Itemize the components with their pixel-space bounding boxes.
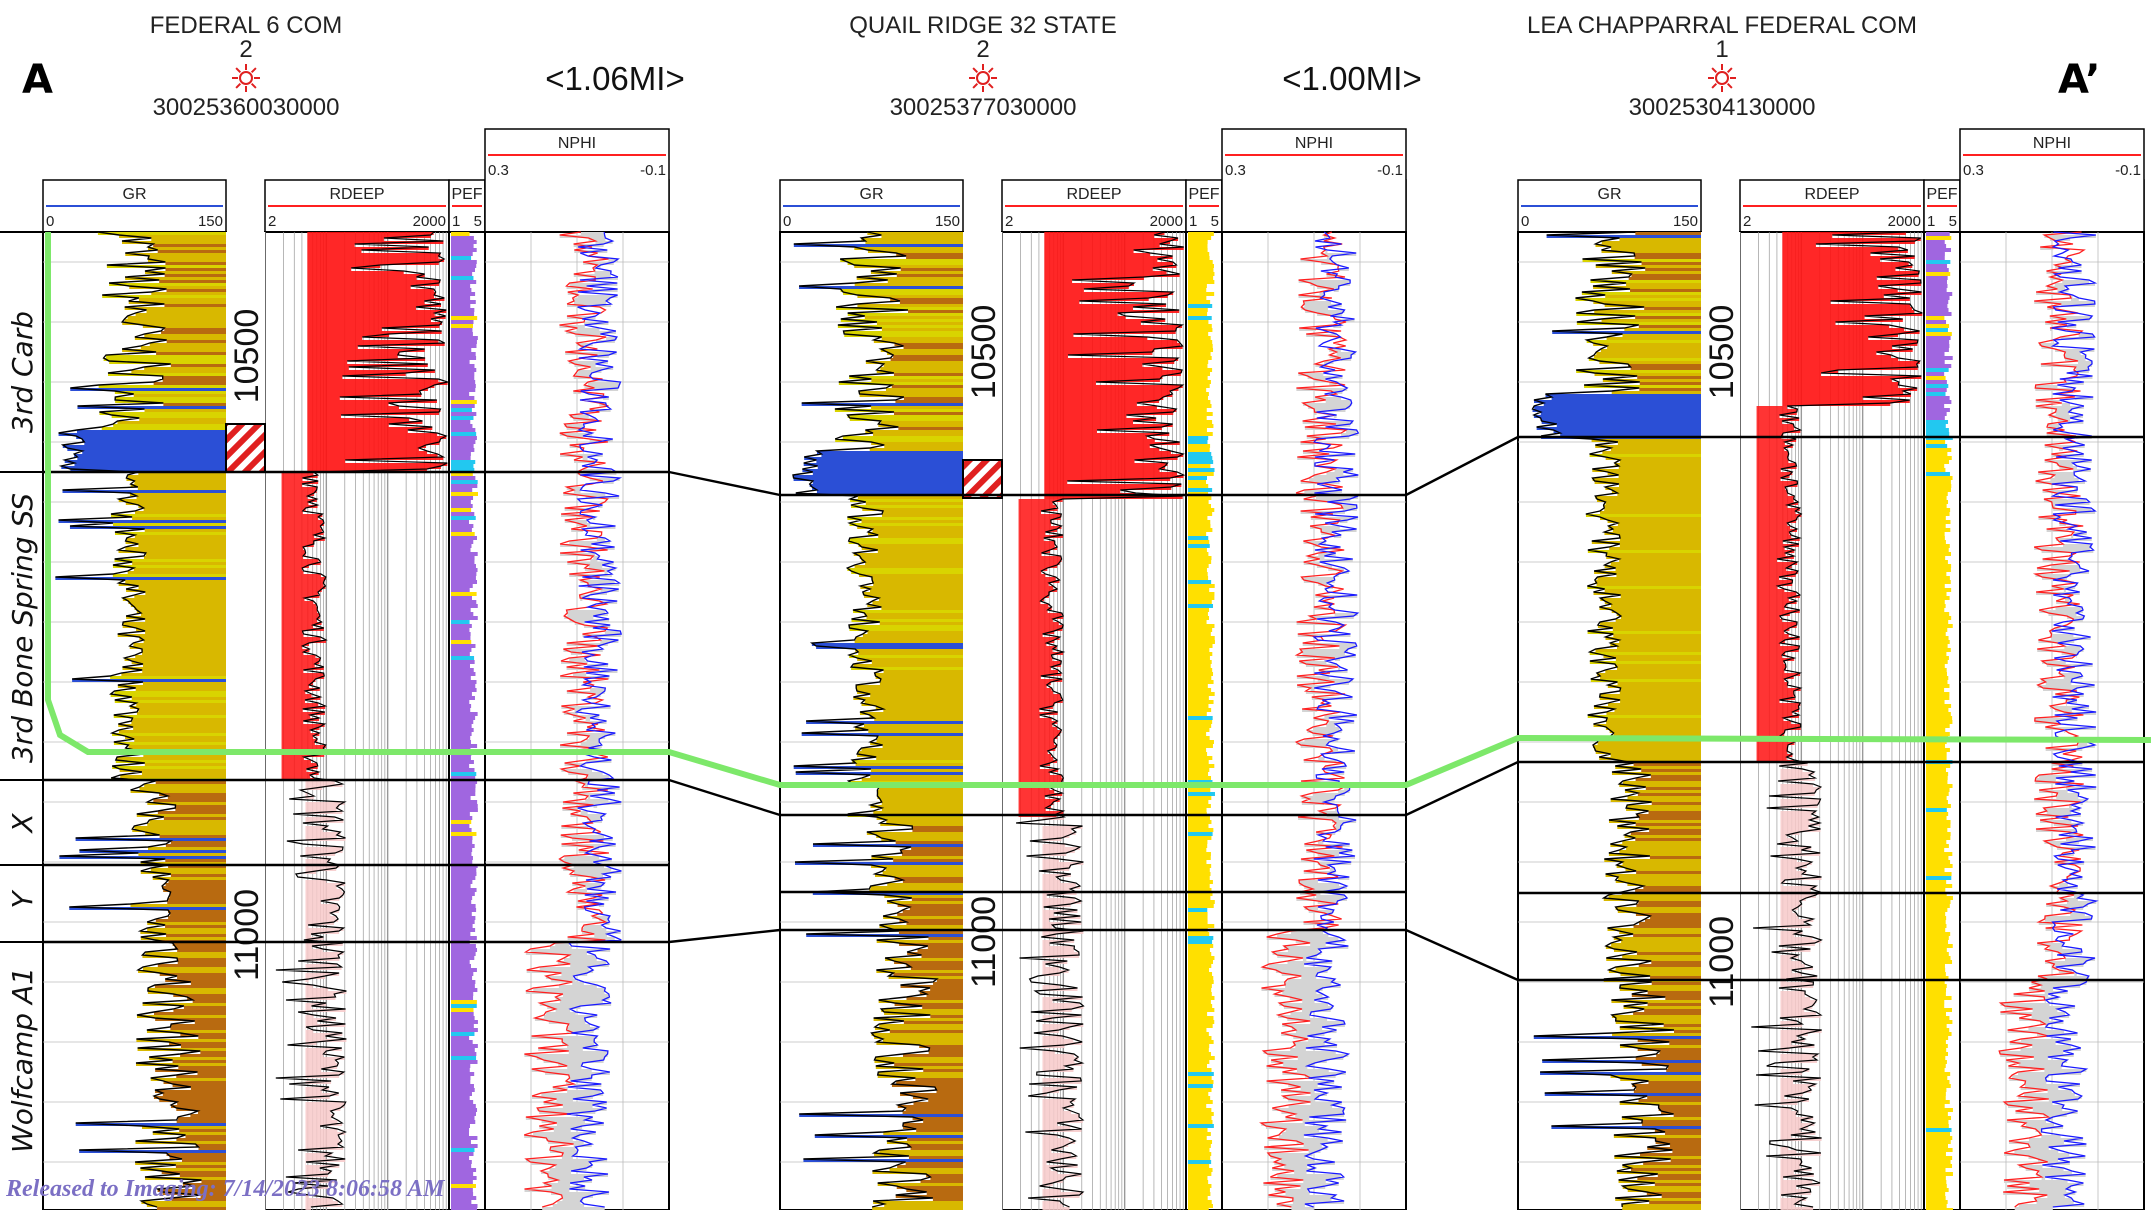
well-api: 30025377030000	[890, 94, 1077, 121]
scale-max: 5	[1211, 213, 1219, 230]
scale-max: 150	[1673, 213, 1698, 230]
scale-min: 0	[783, 213, 791, 230]
track-label: RDEEP	[1804, 186, 1859, 203]
track-header-rdeep[interactable]: RDEEP 2 2000	[1740, 180, 1924, 232]
section-start-label: A	[22, 57, 53, 103]
scale-min: 0.3	[1225, 162, 1246, 179]
scale-min: 0	[46, 213, 54, 230]
track-header-gr[interactable]: GR 0 150	[1518, 180, 1701, 232]
well-log-2: GR0150RDEEP22000PEF15DPHI_CALC0.3-0.1NPH…	[780, 129, 1406, 1210]
well-symbol-icon	[969, 64, 997, 92]
zone-label-x: X	[6, 813, 39, 835]
scale-min: 0	[1521, 213, 1529, 230]
well-api: 30025360030000	[153, 94, 340, 121]
correlation-line-wc	[1406, 930, 1518, 980]
scale-max: -0.1	[640, 162, 666, 179]
depth-track: 10500 11000	[226, 232, 266, 1210]
correlation-line-carb	[1406, 437, 1518, 495]
correlation-line-x	[669, 780, 780, 815]
section-end-label: A’	[2058, 57, 2100, 103]
depth-label: 10500	[1703, 305, 1741, 400]
scale-max: 2000	[413, 213, 446, 230]
well-header-3[interactable]: LEA CHAPPARRAL FEDERAL COM 1 30025304130…	[1527, 12, 1917, 121]
track-label: GR	[1598, 186, 1622, 203]
well-log-3: GR0150RDEEP22000PEF15DPHI_CALC0.3-0.1NPH…	[1518, 129, 2144, 1210]
well-name: LEA CHAPPARRAL FEDERAL COM	[1527, 12, 1917, 39]
track-header-nphi[interactable]: NPHI 0.3 -0.1	[485, 129, 669, 232]
scale-min: 1	[1189, 213, 1197, 230]
scale-min: 2	[1743, 213, 1751, 230]
zone-label-3rd-bone-spring-ss: 3rd Bone Spring SS	[6, 493, 39, 763]
scale-min: 2	[1005, 213, 1013, 230]
scale-max: -0.1	[2115, 162, 2141, 179]
track-label: GR	[860, 186, 884, 203]
well-api: 30025304130000	[1629, 94, 1816, 121]
depth-label: 10500	[228, 309, 266, 404]
track-label: PEF	[1926, 186, 1957, 203]
track-label: NPHI	[2033, 135, 2071, 152]
track-label: GR	[123, 186, 147, 203]
scale-max: 5	[1949, 213, 1957, 230]
distance-label-1: <1.06MI>	[545, 60, 684, 97]
scale-max: 150	[935, 213, 960, 230]
scale-max: 2000	[1888, 213, 1921, 230]
track-header-rdeep[interactable]: RDEEP 2 2000	[265, 180, 449, 232]
zone-label-y: Y	[6, 890, 39, 909]
track-label: RDEEP	[329, 186, 384, 203]
track-header-rdeep[interactable]: RDEEP 2 2000	[1002, 180, 1186, 232]
depth-label: 11000	[1703, 916, 1741, 1008]
perforation-interval	[226, 424, 265, 472]
depth-label: 11000	[965, 896, 1003, 988]
track-label: RDEEP	[1066, 186, 1121, 203]
correlation-line-carb	[669, 472, 780, 495]
depth-label: 10500	[965, 305, 1003, 400]
scale-min: 1	[1927, 213, 1935, 230]
scale-min: 0.3	[488, 162, 509, 179]
track-label: NPHI	[558, 135, 596, 152]
well-header-2[interactable]: QUAIL RIDGE 32 STATE 2 30025377030000	[849, 12, 1117, 121]
correlation-line-wc	[669, 930, 780, 942]
scale-max: 2000	[1150, 213, 1183, 230]
distance-label-2: <1.00MI>	[1282, 60, 1421, 97]
well-name: FEDERAL 6 COM	[150, 12, 342, 39]
well-symbol-icon	[1708, 64, 1736, 92]
scale-min: 0.3	[1963, 162, 1984, 179]
scale-max: -0.1	[1377, 162, 1403, 179]
perforation-interval	[963, 460, 1002, 498]
well-number: 2	[239, 36, 252, 63]
depth-track: 10500 11000	[963, 232, 1003, 1210]
scale-min: 1	[452, 213, 460, 230]
well-symbol-icon	[232, 64, 260, 92]
zone-label-wolfcamp-a1: Wolfcamp A1	[6, 967, 39, 1153]
track-header-nphi[interactable]: NPHI 0.3 -0.1	[1960, 129, 2144, 232]
track-label: PEF	[1188, 186, 1219, 203]
zone-label-3rd-carb: 3rd Carb	[6, 311, 39, 433]
well-number: 2	[976, 36, 989, 63]
log-tracks: GR0150RDEEP22000PEF15DPHI_CALC0.3-0.1NPH…	[43, 129, 2144, 1210]
well-log-1: GR0150RDEEP22000PEF15DPHI_CALC0.3-0.1NPH…	[43, 129, 669, 1210]
depth-label: 11000	[228, 889, 266, 981]
track-header-nphi[interactable]: NPHI 0.3 -0.1	[1222, 129, 1406, 232]
scale-max: 150	[198, 213, 223, 230]
well-name: QUAIL RIDGE 32 STATE	[849, 12, 1117, 39]
track-label: NPHI	[1295, 135, 1333, 152]
well-header-1[interactable]: FEDERAL 6 COM 2 30025360030000	[150, 12, 342, 121]
track-header-gr[interactable]: GR 0 150	[780, 180, 963, 232]
scale-min: 2	[268, 213, 276, 230]
correlation-line-x	[1406, 762, 1518, 815]
scale-max: 5	[474, 213, 482, 230]
well-number: 1	[1715, 36, 1728, 63]
depth-track: 10500 11000	[1701, 232, 1741, 1210]
track-header-gr[interactable]: GR 0 150	[43, 180, 226, 232]
imaging-stamp: Released to Imaging: 7/14/2023 8:06:58 A…	[5, 1176, 446, 1202]
track-label: PEF	[451, 186, 482, 203]
